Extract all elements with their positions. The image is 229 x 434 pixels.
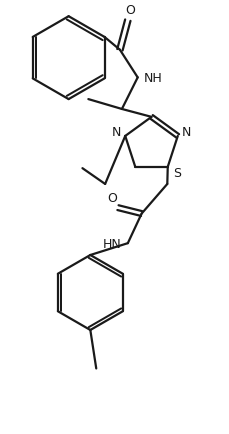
Text: N: N — [181, 126, 191, 139]
Text: NH: NH — [143, 72, 162, 85]
Text: O: O — [107, 191, 117, 204]
Text: S: S — [172, 167, 180, 180]
Text: O: O — [124, 4, 134, 17]
Text: HN: HN — [103, 237, 121, 250]
Text: N: N — [111, 126, 120, 139]
